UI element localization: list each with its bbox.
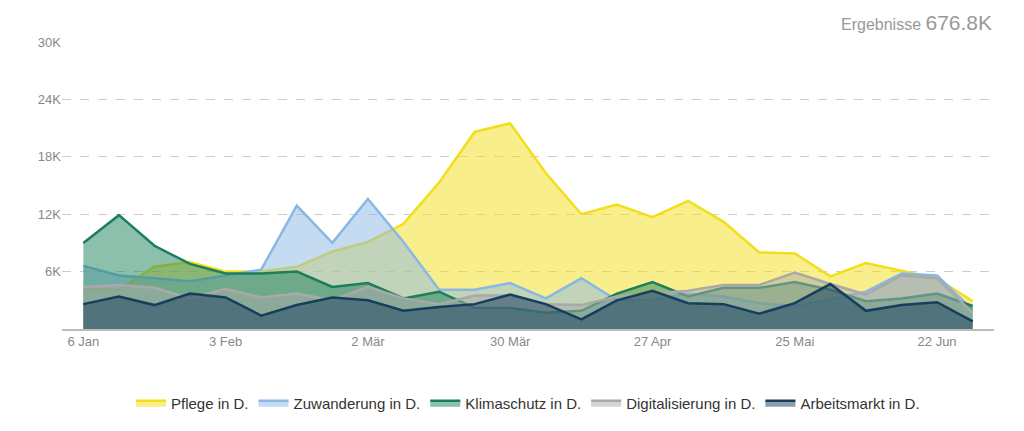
svg-text:Arbeitsmarkt in D.: Arbeitsmarkt in D. — [800, 395, 919, 412]
svg-text:30 Mär: 30 Mär — [490, 334, 531, 349]
svg-text:25 Mai: 25 Mai — [775, 334, 814, 349]
svg-text:3 Feb: 3 Feb — [209, 334, 242, 349]
svg-text:24K: 24K — [38, 92, 61, 107]
svg-text:Digitalisierung in D.: Digitalisierung in D. — [626, 395, 755, 412]
svg-text:22 Jun: 22 Jun — [918, 334, 957, 349]
svg-text:2 Mär: 2 Mär — [351, 334, 385, 349]
svg-text:18K: 18K — [38, 149, 61, 164]
svg-text:Pflege in D.: Pflege in D. — [171, 395, 249, 412]
svg-text:Ergebnisse 676.8K: Ergebnisse 676.8K — [841, 11, 992, 34]
svg-text:12K: 12K — [38, 207, 61, 222]
svg-text:27 Apr: 27 Apr — [634, 334, 672, 349]
svg-text:Zuwanderung in D.: Zuwanderung in D. — [294, 395, 421, 412]
svg-text:Klimaschutz in D.: Klimaschutz in D. — [465, 395, 581, 412]
svg-text:30K: 30K — [38, 35, 61, 50]
svg-text:6 Jan: 6 Jan — [67, 334, 99, 349]
svg-text:6K: 6K — [45, 264, 61, 279]
